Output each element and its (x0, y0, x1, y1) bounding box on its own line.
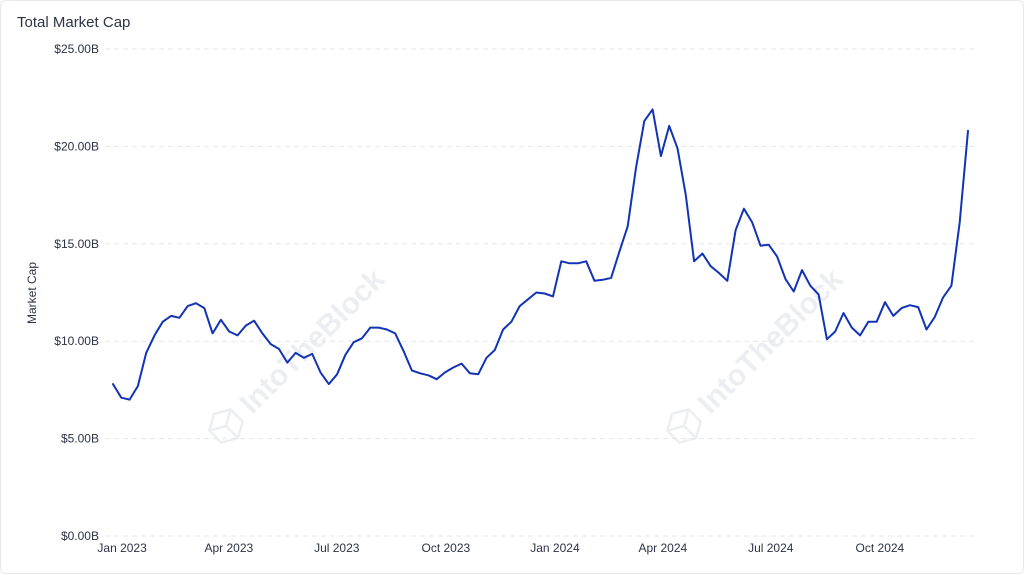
watermark-cube-icon (667, 409, 697, 439)
x-tick-label: Jul 2024 (748, 541, 794, 555)
x-tick-label: Oct 2023 (422, 541, 471, 555)
x-tick-label: Jan 2024 (530, 541, 580, 555)
x-tick-label: Jul 2023 (314, 541, 360, 555)
grid-lines (105, 48, 976, 537)
y-tick-label: $20.00B (54, 139, 99, 153)
y-tick-label: $25.00B (54, 42, 99, 56)
y-tick-label: $10.00B (54, 334, 99, 348)
series-line (112, 108, 969, 401)
x-tick-label: Apr 2023 (204, 541, 253, 555)
x-tick-label: Jan 2023 (97, 541, 147, 555)
watermark-cube-icon (209, 409, 239, 439)
y-axis-ticks: $0.00B $5.00B $10.00B $15.00B $20.00B $25.00B (54, 42, 99, 543)
x-axis-ticks: Jan 2023 Apr 2023 Jul 2023 Oct 2023 Jan 2024… (97, 541, 904, 555)
chart-title: Total Market Cap (17, 14, 131, 31)
y-axis-label: Market Cap (25, 262, 39, 324)
x-tick-label: Apr 2024 (639, 541, 688, 555)
y-tick-label: $15.00B (54, 237, 99, 251)
y-tick-label: $5.00B (61, 432, 99, 446)
x-tick-label: Oct 2024 (856, 541, 905, 555)
watermark: IntoTheBlock (665, 262, 850, 445)
y-tick-label: $0.00B (61, 529, 99, 543)
